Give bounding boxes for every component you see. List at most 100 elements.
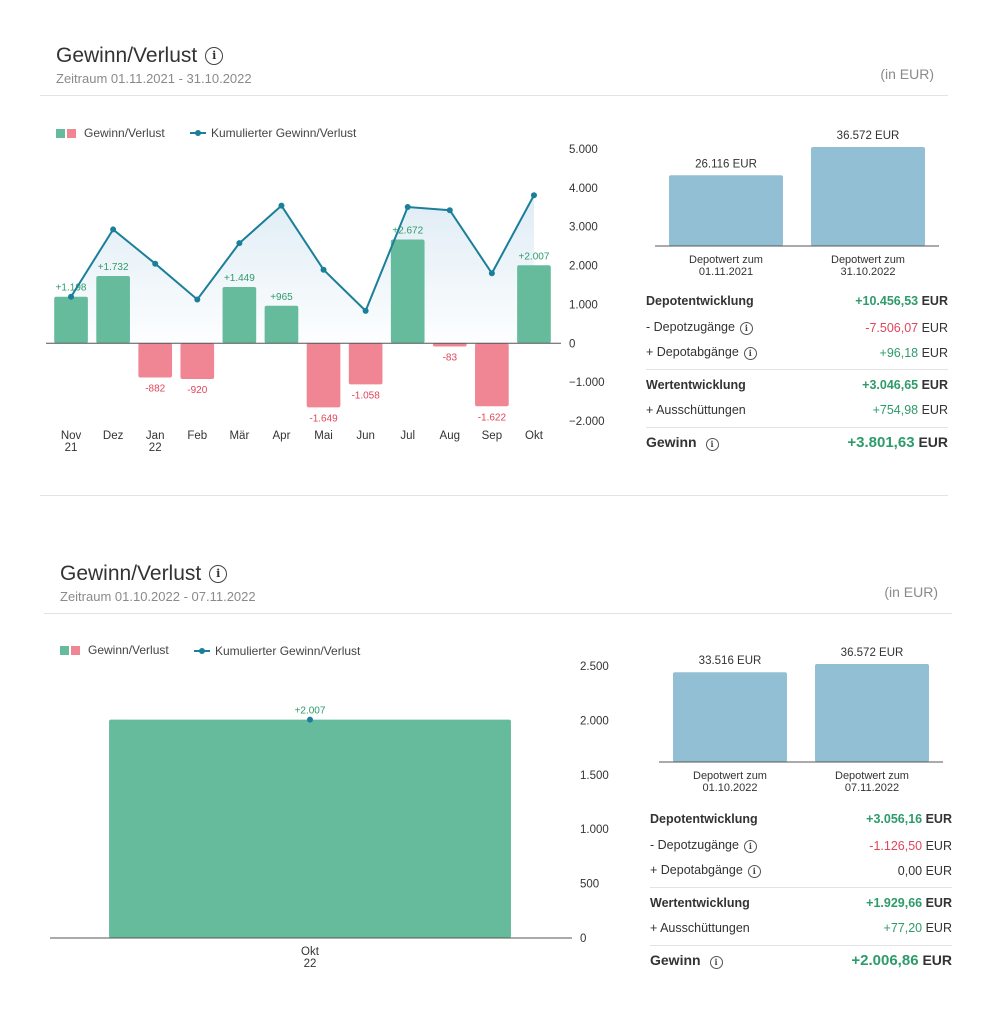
depot-value-label: 36.572 EUR	[841, 647, 904, 659]
stats-divider	[650, 887, 952, 888]
stat-depotentwicklung: Depotentwicklung +10.456,53 EUR	[646, 294, 948, 308]
depot-value-category: Depotwert zum 07.11.2022	[835, 770, 909, 794]
depot-value-bar	[673, 672, 787, 762]
data-label: +1.732	[98, 262, 129, 273]
data-label: -1.649	[309, 413, 338, 424]
cumulative-area	[71, 195, 534, 344]
legend-bars: Gewinn/Verlust	[60, 643, 169, 657]
data-label: +1.198	[56, 283, 87, 294]
depot-value-bar	[811, 147, 925, 246]
y-tick-label: 2.000	[580, 715, 609, 727]
bar	[264, 305, 299, 344]
info-icon[interactable]: i	[709, 956, 723, 969]
legend-negative-swatch	[67, 128, 76, 138]
stat-depotabgaenge: + Depotabgänge i 0,00 EUR	[650, 863, 952, 878]
x-tick-label: Okt 22	[301, 946, 320, 970]
x-tick-label: Nov 21	[61, 430, 82, 454]
info-icon[interactable]: i	[205, 47, 224, 65]
stats-table: Depotentwicklung +3.056,16 EUR - Depotzu…	[650, 808, 952, 978]
currency-note: (in EUR)	[884, 584, 938, 600]
cumulative-line	[70, 194, 535, 313]
legend-line-marker	[194, 648, 210, 654]
bar	[432, 343, 467, 347]
info-icon[interactable]: i	[743, 347, 757, 360]
cumulative-point	[362, 307, 369, 314]
depot-value-label: 26.116 EUR	[695, 158, 757, 170]
info-icon[interactable]: i	[705, 438, 719, 451]
stat-gewinn: Gewinn i +3.801,63 EUR	[646, 434, 948, 451]
data-label: +2.007	[295, 706, 326, 717]
cumulative-point	[404, 204, 411, 211]
cumulative-point	[68, 293, 75, 300]
legend-negative-swatch	[71, 645, 80, 655]
panel-separator	[40, 495, 948, 496]
data-label: -920	[187, 385, 207, 396]
legend-line: Kumulierter Gewinn/Verlust	[194, 644, 360, 658]
info-icon[interactable]: i	[743, 840, 757, 853]
data-label: -1.058	[351, 390, 380, 401]
stat-value: +3.046,65	[862, 378, 919, 392]
stat-value: -1.126,50	[869, 838, 923, 853]
x-tick-label: Sep	[482, 430, 502, 442]
stat-depotzugaenge: - Depotzugänge i -7.506,07 EUR	[646, 320, 948, 335]
stat-value: 0,00	[897, 863, 923, 878]
stat-wertentwicklung: Wertentwicklung +3.046,65 EUR	[646, 378, 948, 392]
data-label: -83	[443, 353, 458, 364]
data-label: +965	[270, 292, 293, 303]
cumulative-point	[320, 266, 327, 273]
y-tick-label: 1.000	[580, 824, 609, 836]
legend-line-marker	[190, 130, 206, 136]
cumulative-point	[530, 192, 537, 199]
y-tick-label: 2.500	[580, 661, 609, 673]
stat-value: +3.801,63	[847, 434, 915, 451]
cumulative-point	[446, 207, 453, 214]
x-tick-label: Okt	[525, 430, 544, 442]
stat-value: +754,98	[872, 403, 919, 417]
stat-value: +96,18	[879, 345, 919, 360]
depot-value-bar	[669, 175, 783, 246]
data-label: +2.672	[392, 225, 423, 236]
info-icon[interactable]: i	[747, 865, 761, 878]
depot-value-category: Depotwert zum 01.10.2022	[693, 770, 767, 794]
x-tick-label: Jan 22	[146, 430, 165, 454]
bar	[138, 343, 173, 378]
stat-value: +1.929,66	[866, 896, 923, 910]
cumulative-point	[278, 202, 285, 209]
panel-title: Gewinn/Verlust i	[56, 44, 224, 68]
cumulative-point	[194, 296, 201, 303]
stat-value: +10.456,53	[855, 294, 919, 308]
stat-wertentwicklung: Wertentwicklung +1.929,66 EUR	[650, 896, 952, 910]
stat-ausschuettungen: + Ausschüttungen +77,20 EUR	[650, 921, 952, 935]
x-tick-label: Apr	[273, 430, 291, 442]
y-tick-label: −2.000	[569, 416, 605, 428]
cumulative-point	[110, 226, 117, 233]
y-tick-label: 3.000	[569, 222, 598, 234]
y-tick-label: 1.000	[569, 299, 598, 311]
depot-value-label: 36.572 EUR	[837, 130, 900, 142]
bar	[54, 296, 88, 344]
panel-title: Gewinn/Verlust i	[60, 562, 228, 586]
stat-value: +3.056,16	[866, 812, 923, 826]
x-tick-label: Dez	[103, 430, 124, 442]
data-label: +2.007	[519, 251, 550, 262]
cumulative-point	[488, 270, 495, 277]
cumulative-point	[152, 260, 159, 267]
y-tick-label: 1.500	[580, 770, 609, 782]
y-tick-label: 2.000	[569, 261, 598, 273]
bar	[390, 239, 425, 344]
stat-gewinn: Gewinn i +2.006,86 EUR	[650, 952, 952, 969]
stat-value: +77,20	[883, 921, 923, 935]
y-tick-label: 0	[569, 338, 575, 350]
header-divider	[44, 613, 952, 614]
stat-depotentwicklung: Depotentwicklung +3.056,16 EUR	[650, 812, 952, 826]
y-tick-label: 4.000	[569, 183, 598, 195]
data-label: -1.622	[478, 412, 507, 423]
y-tick-label: 0	[580, 933, 586, 945]
stats-table: Depotentwicklung +10.456,53 EUR - Depotz…	[646, 290, 948, 460]
info-icon[interactable]: i	[209, 565, 228, 583]
legend-positive-swatch	[56, 128, 65, 138]
info-icon[interactable]: i	[739, 322, 753, 335]
depot-value-category: Depotwert zum 01.11.2021	[689, 254, 763, 278]
bar	[222, 286, 257, 344]
y-tick-label: 5.000	[569, 144, 598, 156]
